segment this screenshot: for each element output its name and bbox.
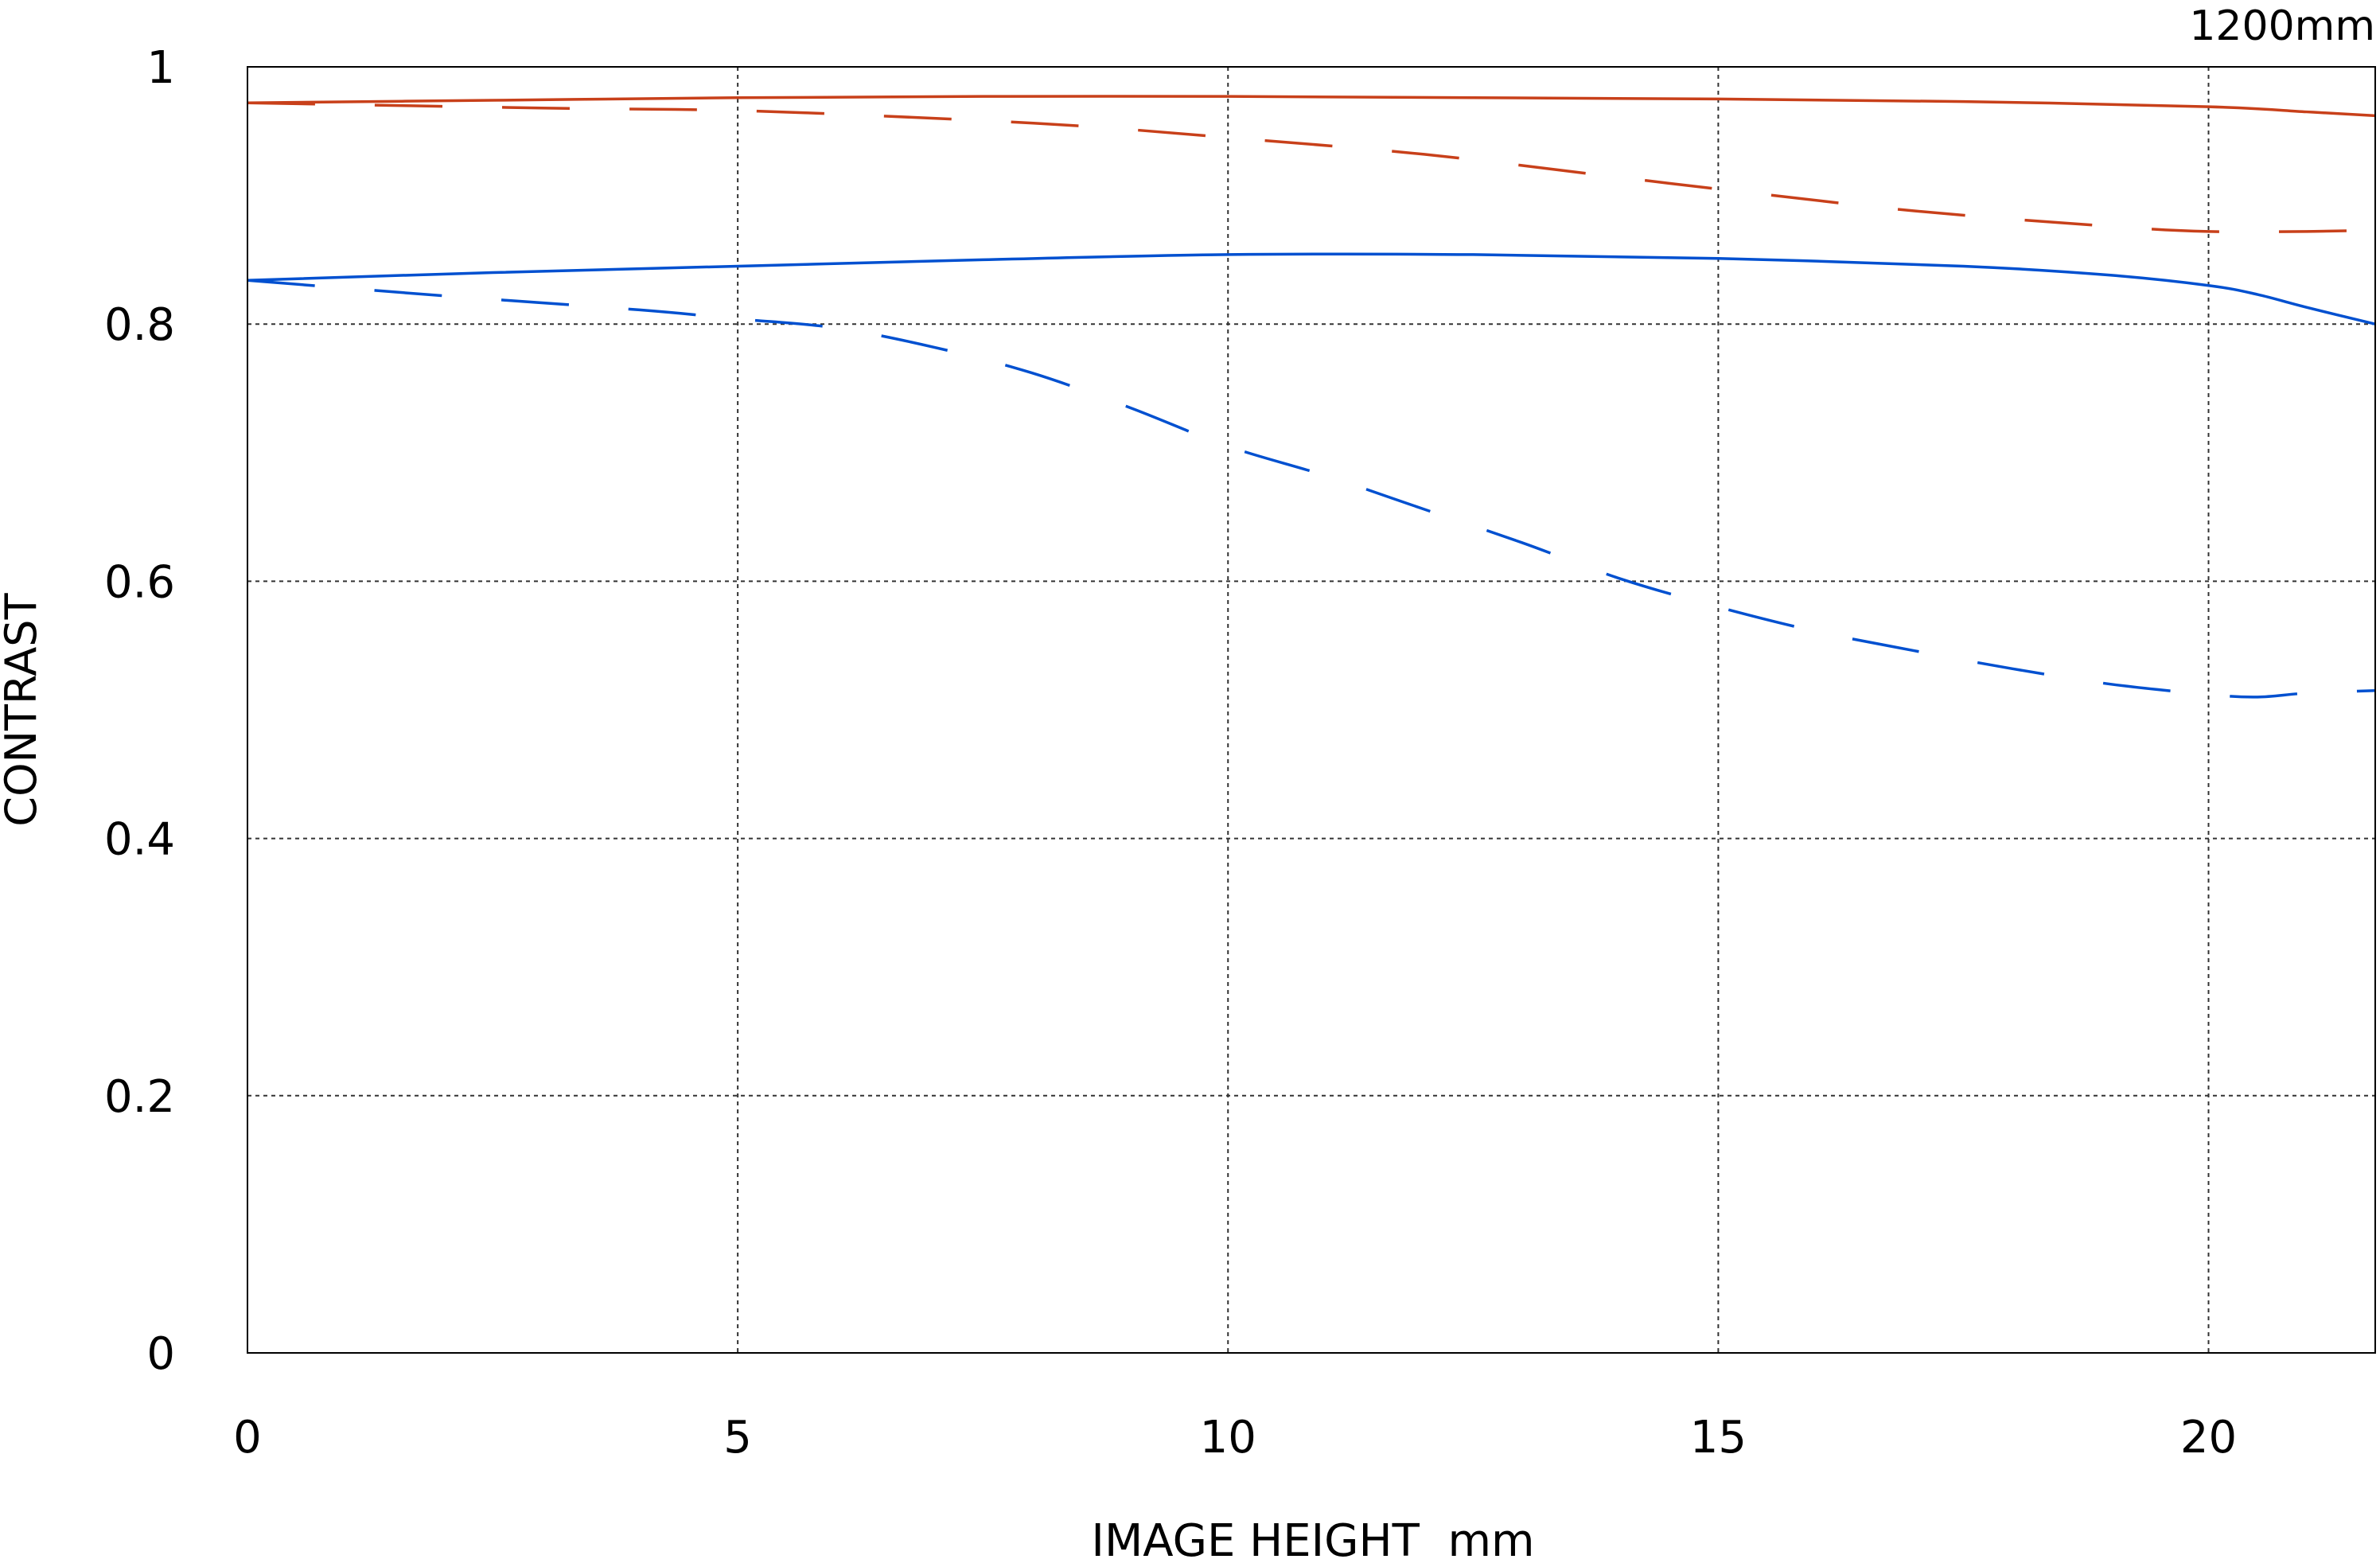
series-line-2-dashed <box>247 101 2376 234</box>
y-axis-label: CONTRAST <box>0 592 46 826</box>
y-tick-label: 0.2 <box>104 1071 175 1123</box>
tick-labels: 0 5 10 15 20 0 0.2 0.4 0.6 0.8 1 <box>104 42 2237 1464</box>
y-tick-label: 0.6 <box>104 556 175 608</box>
x-axis-label: IMAGE HEIGHT mm <box>1091 1515 1534 1563</box>
series-line-3-solid <box>247 252 2376 325</box>
plot-frame <box>247 66 2376 1354</box>
chart-title: 1200mm <box>2189 2 2375 50</box>
x-tick-label: 5 <box>723 1412 752 1464</box>
x-tick-label: 10 <box>1200 1412 1256 1464</box>
y-tick-label: 1 <box>146 42 175 94</box>
y-tick-label: 0.4 <box>104 814 175 866</box>
series-line-4-dashed <box>247 279 2376 699</box>
series-group <box>247 95 2376 699</box>
y-tick-label: 0.8 <box>104 299 175 351</box>
series-line-1-solid <box>247 95 2376 118</box>
x-tick-label: 0 <box>233 1412 262 1464</box>
grid <box>247 67 2375 1353</box>
y-tick-label: 0 <box>146 1328 175 1380</box>
x-tick-label: 20 <box>2180 1412 2237 1464</box>
x-tick-label: 15 <box>1690 1412 1747 1464</box>
